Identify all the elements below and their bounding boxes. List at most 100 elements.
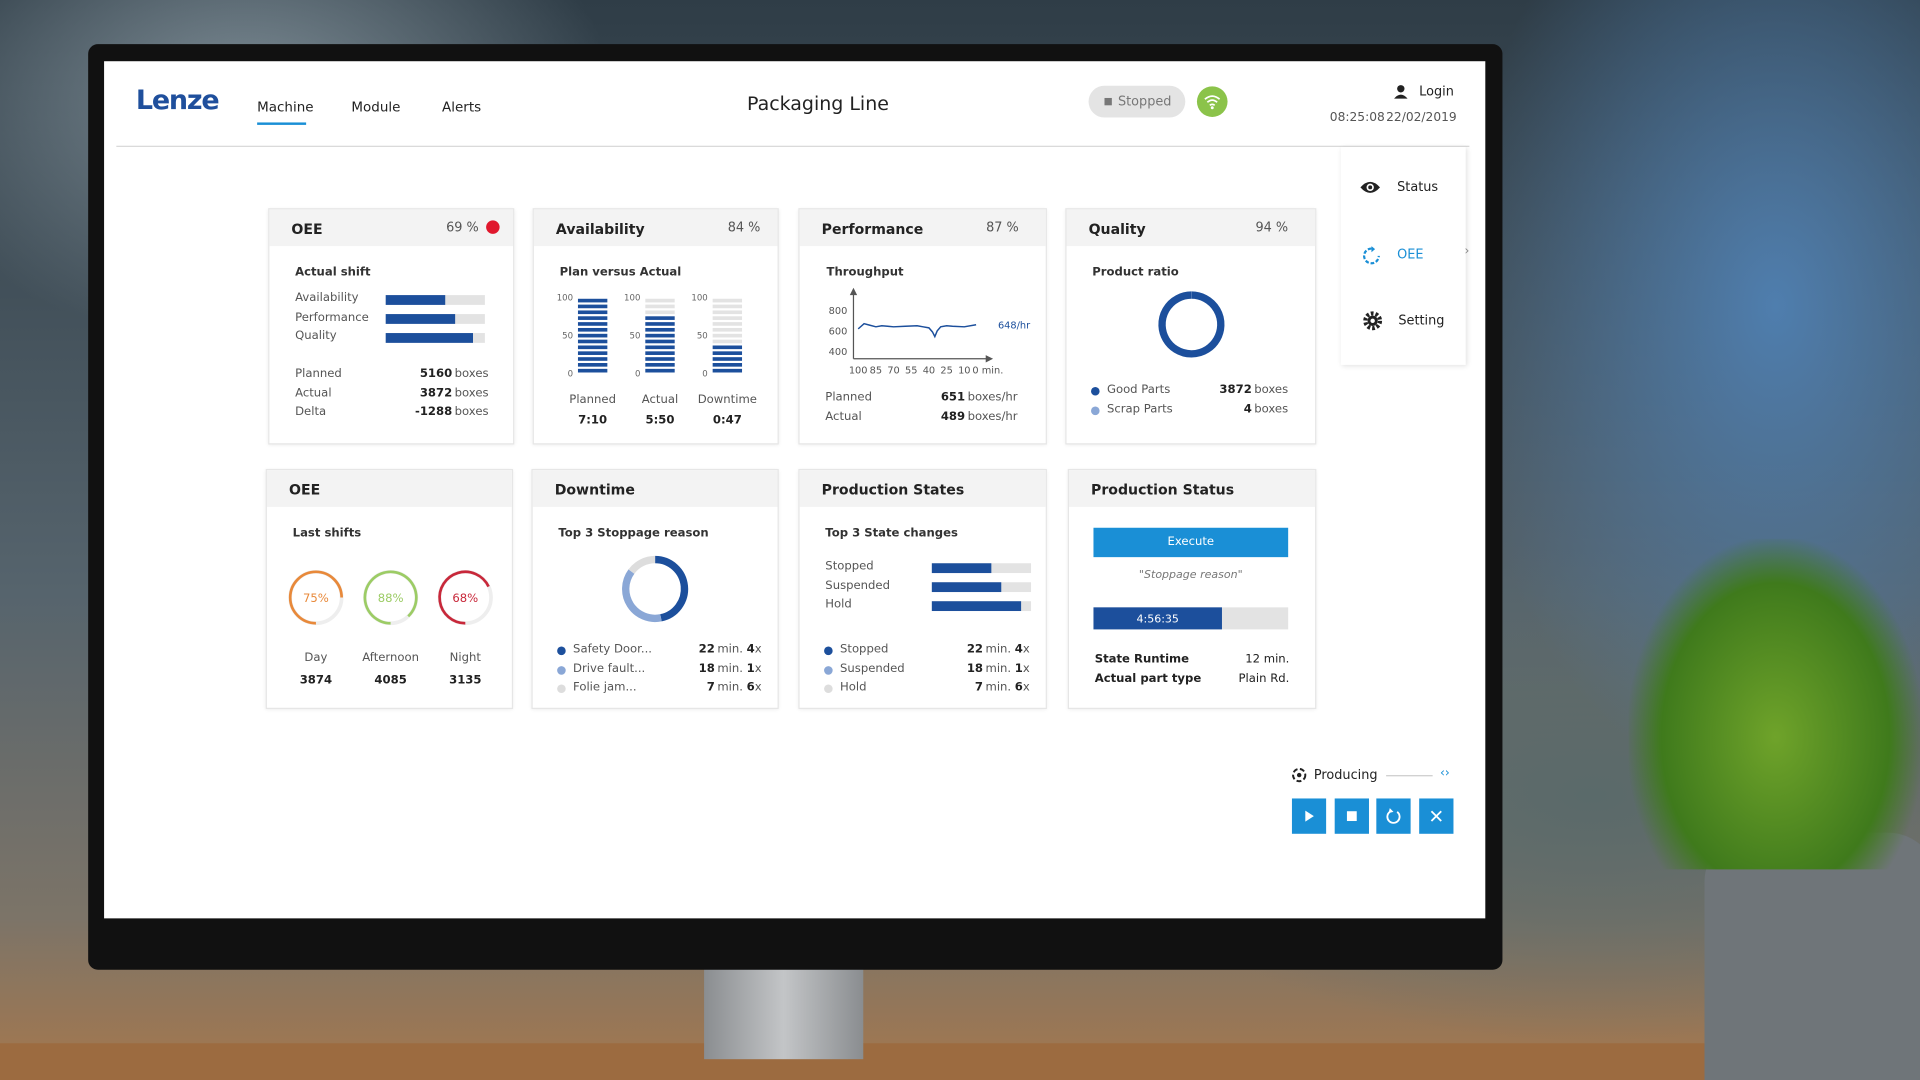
stripe [645, 368, 675, 373]
legend-label: Folie jam... [573, 680, 637, 695]
stripe [712, 368, 743, 373]
card-subtitle: Last shifts [292, 526, 362, 540]
gauge-label: 88% [378, 591, 404, 605]
stripe [645, 316, 675, 320]
header-divider [116, 145, 1470, 147]
shift-count: 3874 [299, 673, 333, 687]
card-subtitle: Product ratio [1092, 265, 1179, 280]
stripe [577, 316, 608, 320]
row-label: State Runtime [1094, 652, 1190, 667]
chart: 68% [437, 570, 493, 626]
row-label: Actual [295, 386, 332, 400]
legend-label: Safety Door... [573, 642, 652, 657]
chart: 88% [363, 570, 419, 626]
y-tick-label: 0 [568, 370, 573, 380]
row-value: Plain Rd. [1239, 672, 1290, 685]
card-title: Production States [821, 481, 965, 499]
stripe [712, 304, 743, 309]
gauge-label: 75% [303, 591, 329, 605]
row-value: 489 boxes/hr [941, 410, 1018, 423]
sidebar-item[interactable]: Status [1397, 180, 1439, 195]
x-tick-label: 55 [905, 365, 917, 376]
bar [931, 582, 1002, 593]
gauge-arc [288, 570, 343, 625]
close-button[interactable] [1419, 798, 1454, 834]
y-tick-label: 400 [829, 347, 848, 358]
stripe [645, 345, 675, 350]
execute-button[interactable]: Execute [1093, 527, 1289, 558]
x-tick-label: 25 [940, 365, 952, 376]
wifi-icon [1196, 86, 1228, 117]
chart: 75% [288, 570, 344, 626]
column-time: 0:47 [712, 413, 742, 428]
unit: min. [985, 680, 1012, 695]
stripe [577, 333, 608, 338]
y-tick-label: 50 [630, 332, 641, 342]
stripe [577, 357, 608, 361]
legend-dot [1091, 386, 1100, 396]
legend-dot [557, 684, 566, 694]
reset-button[interactable] [1376, 798, 1411, 834]
card-title: Availability [555, 220, 645, 238]
chevron: › [1464, 244, 1470, 259]
column-label: Actual [641, 393, 679, 407]
stop-icon [1104, 97, 1112, 106]
card-title: Quality [1088, 220, 1146, 238]
bar-label: Performance [295, 310, 369, 324]
gear-icon [1363, 311, 1383, 331]
legend-dot [824, 684, 833, 694]
unit: boxes [454, 405, 489, 419]
legend-value: 7 min. 6x [707, 681, 762, 694]
nav-item[interactable]: Alerts [442, 99, 482, 116]
card: OEE 69 % Actual shift Availability Performan… [268, 208, 515, 445]
unit: x [754, 642, 762, 657]
login[interactable]: Login [1419, 84, 1454, 100]
stripe [645, 298, 675, 303]
plant [1628, 538, 1920, 870]
x-tick-label: 40 [923, 365, 935, 376]
minutes: 22 [698, 642, 715, 657]
play-button[interactable] [1291, 798, 1327, 834]
status-dot [486, 220, 500, 234]
legend-label: Scrap Parts [1106, 402, 1173, 416]
card: OEE Last shifts 75% Day 3874 88% Afternoon 4085… [265, 468, 514, 709]
card-score: 87 % [986, 220, 1019, 236]
logo: Lenze [135, 85, 220, 117]
nav-item[interactable]: Machine [257, 99, 314, 116]
column-label: Planned [569, 393, 616, 407]
card-header [799, 470, 1046, 507]
legend-value: 22 min. 4x [699, 643, 762, 656]
y-tick-label: 100 [691, 294, 707, 304]
clock-time: 08:25:08 [1329, 111, 1385, 125]
control-buttons [1291, 798, 1454, 834]
card-title: Performance [821, 220, 924, 238]
stripe [712, 345, 743, 350]
minutes: 18 [698, 661, 715, 676]
stop-button[interactable] [1334, 798, 1369, 834]
value: -1288 [415, 405, 453, 419]
stripe [577, 304, 608, 309]
machine-mode: Producing [1313, 767, 1378, 783]
legend-label: Good Parts [1106, 383, 1171, 397]
machine-state: Stopped [1117, 94, 1172, 109]
chart: 400 600 800 100 85 70 55 40 25 10 0 min. 648/hr [829, 287, 1031, 376]
unit: boxes/hr [967, 390, 1018, 405]
striped-bar [577, 298, 608, 373]
card-header [266, 470, 512, 507]
shift-label: Night [449, 651, 481, 665]
card-subtitle: Plan versus Actual [559, 265, 682, 280]
nav-item[interactable]: Module [351, 99, 401, 116]
shift-label: Afternoon [362, 651, 419, 665]
sidebar-item[interactable]: OEE [1397, 247, 1424, 263]
x-tick-label: 85 [870, 365, 882, 376]
expand-toggle[interactable]: ‹› [1440, 766, 1450, 780]
runtime-bar [1093, 607, 1222, 630]
stripe [577, 322, 608, 326]
sidebar-item[interactable]: Setting [1398, 313, 1445, 329]
card-title: OEE [291, 220, 323, 238]
y-tick-label: 0 [635, 370, 640, 380]
stripe [712, 322, 743, 326]
row-value: 12 min. [1245, 653, 1289, 666]
y-tick-label: 0 [702, 370, 707, 380]
